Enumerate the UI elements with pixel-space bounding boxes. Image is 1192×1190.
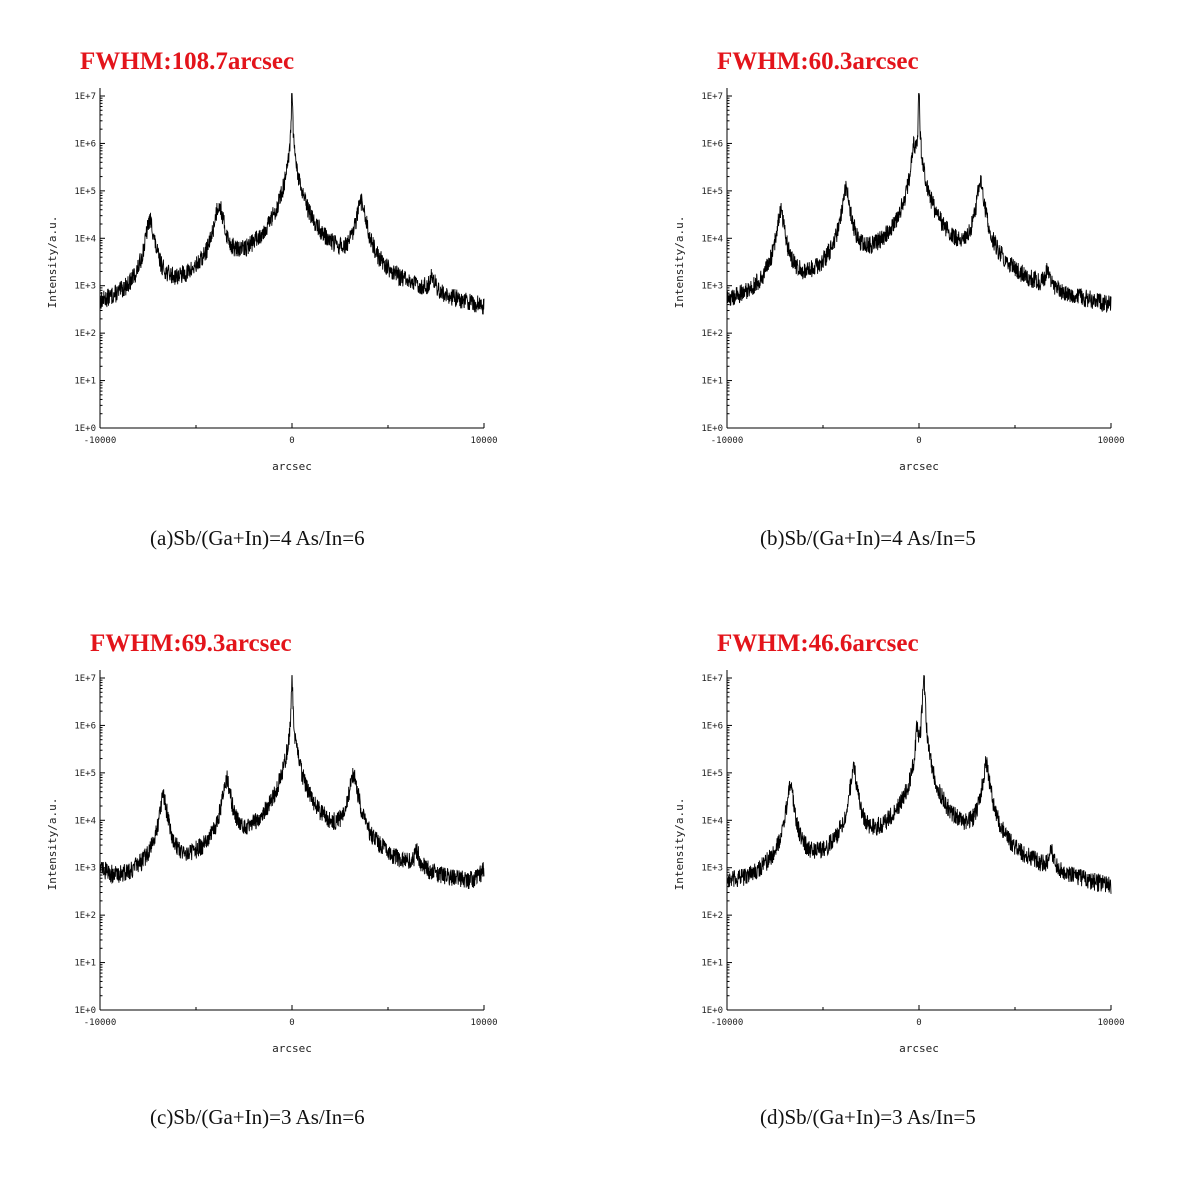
x-tick-label: -10000 [84,436,117,446]
panel-caption: (d)Sb/(Ga+In)=3 As/In=5 [760,1105,976,1129]
diffraction-curve [726,93,1112,313]
y-tick-label: 1E+3 [74,864,96,874]
x-axis-label: arcsec [272,460,312,473]
x-tick-label: 10000 [1097,1018,1124,1028]
diffraction-curve [99,675,485,890]
y-tick-label: 1E+7 [701,92,723,102]
diffraction-curve [726,675,1112,894]
panel-caption: (a)Sb/(Ga+In)=4 As/In=6 [150,526,365,550]
y-tick-label: 1E+4 [74,816,96,826]
xrd-plot: 1E+0 1E+1 1E+2 1E+3 1E+4 1E+5 1E+6 1E+7 -10000 0 1… [673,670,1125,1055]
fwhm-label: FWHM:108.7arcsec [80,48,295,75]
y-tick-label: 1E+2 [701,911,723,921]
y-tick-label: 1E+5 [74,187,96,197]
y-tick-label: 1E+1 [74,959,96,969]
panel-b: FWHM:60.3arcsec 1E+0 1E+1 1E+2 1E+3 1E+4 1E+5… [667,48,1192,608]
panel-d: FWHM:46.6arcsec 1E+0 1E+1 1E+2 1E+3 1E+4 1E+5… [667,630,1192,1190]
x-axis-label: arcsec [899,1042,939,1055]
y-tick-label: 1E+0 [74,424,96,434]
y-tick-label: 1E+2 [74,329,96,339]
y-tick-label: 1E+7 [701,674,723,684]
y-tick-label: 1E+3 [701,864,723,874]
y-tick-label: 1E+1 [701,959,723,969]
y-tick-label: 1E+3 [701,282,723,292]
x-axis-label: arcsec [272,1042,312,1055]
y-tick-label: 1E+4 [701,816,723,826]
x-tick-label: 10000 [1097,436,1124,446]
y-tick-label: 1E+6 [701,139,723,149]
x-tick-label: 0 [289,436,294,446]
fwhm-label: FWHM:69.3arcsec [90,630,292,657]
diffraction-curve [99,93,485,315]
x-tick-label: 0 [916,436,921,446]
y-tick-label: 1E+7 [74,674,96,684]
y-tick-label: 1E+7 [74,92,96,102]
xrd-plot: 1E+0 1E+1 1E+2 1E+3 1E+4 1E+5 1E+6 1E+7 -10000 0 1… [46,670,498,1055]
fwhm-label: FWHM:46.6arcsec [717,630,919,657]
y-axis-label: Intensity/a.u. [46,216,59,309]
y-tick-label: 1E+0 [74,1006,96,1016]
panel-a: FWHM:108.7arcsec 1E+0 1E+1 1E+2 1E+3 1E+4 1E+… [40,48,600,608]
y-tick-label: 1E+2 [701,329,723,339]
x-tick-label: 10000 [470,1018,497,1028]
y-tick-label: 1E+5 [74,769,96,779]
xrd-plot: 1E+0 1E+1 1E+2 1E+3 1E+4 1E+5 1E+6 1E+7 -10000 0 1… [46,88,498,473]
y-tick-label: 1E+6 [701,721,723,731]
x-axis-label: arcsec [899,460,939,473]
y-axis-label: Intensity/a.u. [673,798,686,891]
y-tick-label: 1E+5 [701,187,723,197]
panel-caption: (c)Sb/(Ga+In)=3 As/In=6 [150,1105,365,1129]
y-tick-label: 1E+1 [701,377,723,387]
y-axis-label: Intensity/a.u. [46,798,59,891]
y-tick-label: 1E+6 [74,139,96,149]
y-tick-label: 1E+1 [74,377,96,387]
y-tick-label: 1E+0 [701,424,723,434]
x-tick-label: -10000 [711,436,744,446]
panel-c: FWHM:69.3arcsec 1E+0 1E+1 1E+2 1E+3 1E+4 1E+5… [40,630,600,1190]
fwhm-label: FWHM:60.3arcsec [717,48,919,75]
xrd-plot: 1E+0 1E+1 1E+2 1E+3 1E+4 1E+5 1E+6 1E+7 -10000 0 1… [673,88,1125,473]
x-tick-label: 0 [289,1018,294,1028]
y-tick-label: 1E+4 [74,234,96,244]
x-tick-label: -10000 [711,1018,744,1028]
y-tick-label: 1E+2 [74,911,96,921]
y-tick-label: 1E+3 [74,282,96,292]
y-tick-label: 1E+6 [74,721,96,731]
y-tick-label: 1E+5 [701,769,723,779]
x-tick-label: 10000 [470,436,497,446]
x-tick-label: 0 [916,1018,921,1028]
panel-caption: (b)Sb/(Ga+In)=4 As/In=5 [760,526,976,550]
y-tick-label: 1E+0 [701,1006,723,1016]
y-axis-label: Intensity/a.u. [673,216,686,309]
y-tick-label: 1E+4 [701,234,723,244]
x-tick-label: -10000 [84,1018,117,1028]
